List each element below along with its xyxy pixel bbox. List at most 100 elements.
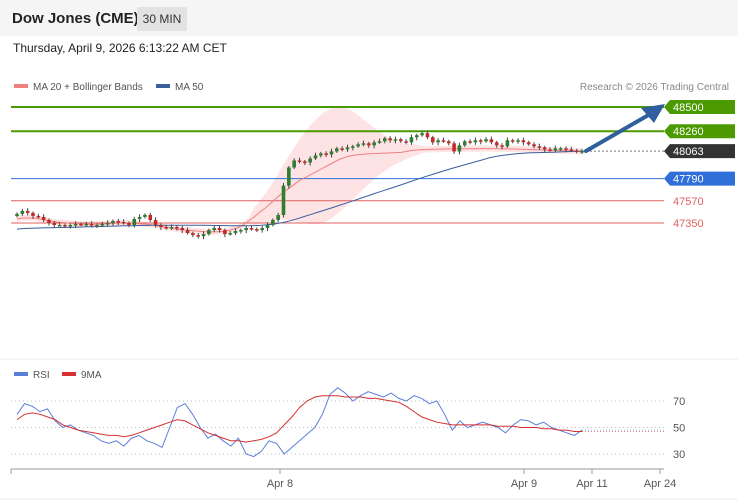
- candle-body: [121, 221, 126, 224]
- candle-body: [175, 227, 179, 229]
- candle: [297, 157, 302, 164]
- candle: [271, 218, 275, 227]
- candle: [169, 224, 174, 231]
- candle: [249, 225, 254, 231]
- candle-body: [159, 225, 163, 228]
- candle: [143, 213, 147, 219]
- rsi-ma-legend-label: 9MA: [81, 370, 102, 381]
- candle: [388, 136, 392, 143]
- candle: [281, 182, 286, 218]
- candle-body: [308, 158, 312, 163]
- candle-body: [84, 224, 89, 226]
- candle-body: [196, 235, 201, 237]
- candle-body: [452, 143, 456, 152]
- candle-body: [468, 141, 472, 143]
- candle: [393, 136, 398, 144]
- candle: [484, 137, 488, 143]
- candle: [366, 141, 371, 148]
- candle: [308, 156, 312, 166]
- candle: [558, 146, 563, 151]
- candle-body: [265, 225, 270, 229]
- ma50-legend-swatch: [156, 84, 170, 88]
- candle-body: [153, 219, 158, 226]
- candle-body: [345, 147, 350, 150]
- level-label-47570: 47570: [673, 196, 704, 208]
- level-labels: 48500 48260 47790 47570 47350 48063: [664, 100, 735, 230]
- candle: [569, 146, 574, 152]
- candle-body: [228, 233, 233, 235]
- candle-body: [532, 144, 536, 147]
- candle-body: [276, 214, 280, 220]
- candle-body: [31, 212, 35, 216]
- candle: [47, 218, 51, 226]
- candle: [255, 227, 259, 233]
- candle-body: [52, 223, 57, 226]
- moving-averages: [16, 148, 583, 233]
- candle-body: [351, 146, 355, 148]
- candle-body: [382, 138, 387, 142]
- instrument-title: Dow Jones (CME): [12, 10, 139, 27]
- ma20-legend-label: MA 20 + Bollinger Bands: [33, 82, 143, 93]
- candle: [377, 138, 382, 144]
- candle: [324, 151, 328, 157]
- candle: [84, 221, 89, 227]
- candle: [244, 225, 248, 234]
- candle-body: [526, 142, 531, 145]
- rsi-tick-70: 70: [673, 396, 685, 408]
- candle-body: [457, 145, 462, 152]
- candle: [532, 142, 536, 149]
- candle: [265, 222, 270, 232]
- candle-body: [516, 140, 520, 142]
- copyright-label: Research © 2026 Trading Central: [580, 82, 729, 93]
- candle-body: [201, 234, 206, 237]
- candle-body: [388, 138, 392, 141]
- candle-body: [239, 230, 243, 232]
- candle: [382, 136, 387, 144]
- candle-body: [111, 220, 115, 223]
- candle: [36, 213, 41, 219]
- candle: [542, 145, 547, 153]
- candles: [15, 130, 584, 240]
- candle: [580, 148, 584, 154]
- candle: [303, 159, 307, 165]
- candle-body: [79, 224, 83, 226]
- candle: [356, 142, 360, 148]
- rsi-tick-50: 50: [673, 423, 685, 435]
- candle: [478, 138, 483, 145]
- level-tag-48500: [664, 100, 735, 114]
- candle-body: [169, 227, 174, 229]
- candle: [260, 225, 264, 233]
- time-axis-labels: Apr 8 Apr 9 Apr 11 Apr 24: [10, 469, 676, 490]
- candle: [436, 138, 440, 146]
- candle-body: [313, 155, 318, 159]
- candle-body: [105, 223, 110, 225]
- candle: [185, 227, 190, 235]
- candle: [100, 221, 105, 227]
- candle-body: [356, 144, 360, 147]
- interval-button[interactable]: 30 MIN: [137, 7, 187, 31]
- candle-body: [404, 141, 408, 143]
- candle: [319, 151, 323, 158]
- candle-body: [521, 140, 526, 143]
- level-label-47350: 47350: [673, 218, 704, 230]
- candle: [404, 139, 408, 145]
- candle: [137, 214, 142, 222]
- candle-body: [335, 148, 339, 152]
- candle: [489, 136, 494, 145]
- candle-body: [233, 231, 238, 234]
- candle-body: [324, 153, 328, 155]
- candle-body: [212, 228, 217, 231]
- candle: [164, 224, 169, 230]
- candle: [116, 218, 121, 226]
- level-label-48500: 48500: [673, 102, 704, 114]
- candle: [223, 228, 227, 238]
- candle: [63, 223, 67, 229]
- candle: [228, 230, 233, 236]
- candle-body: [89, 224, 94, 226]
- candle-body: [430, 137, 435, 143]
- candle: [57, 222, 62, 227]
- candle: [31, 211, 35, 219]
- candle: [553, 145, 558, 153]
- candle-body: [287, 167, 291, 186]
- candle: [159, 223, 163, 231]
